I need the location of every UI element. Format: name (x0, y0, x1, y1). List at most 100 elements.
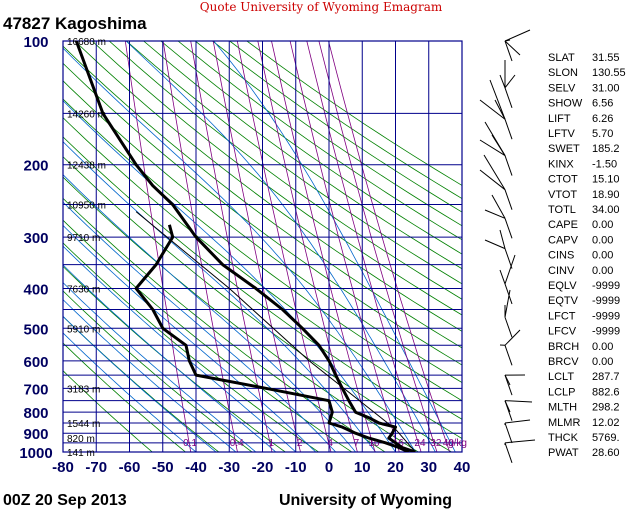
mixing-ratio-label: 24 (414, 438, 426, 449)
height-labels: 16680 m 14260 m 12438 m 10950 m 9710 m 7630 m… (67, 37, 106, 459)
dry-adiabat (63, 197, 386, 452)
wind-barb-staff (504, 155, 513, 176)
wind-barb (504, 400, 533, 403)
dewpoint-profile (134, 224, 410, 452)
wind-barb (499, 74, 506, 89)
index-value: 0.00 (592, 265, 613, 277)
mixing-ratio-label: 32 (430, 438, 442, 449)
index-value: 12.02 (592, 417, 620, 429)
index-key: EQTV (548, 295, 579, 307)
index-key: BRCV (548, 356, 579, 368)
wind-barb-staff (504, 283, 513, 305)
pressure-tick-label: 900 (23, 426, 48, 443)
index-key: CAPV (548, 234, 579, 246)
index-key: VTOT (548, 189, 577, 201)
index-value: 5.70 (592, 128, 613, 140)
index-value: 0.00 (592, 356, 613, 368)
wind-barb (479, 99, 506, 120)
temperature-tick-label: 30 (420, 459, 437, 476)
temperature-tick-label: 0 (325, 459, 333, 476)
temperature-tick-label: -30 (218, 459, 240, 476)
pressure-tick-label: 300 (23, 230, 48, 247)
index-value: -9999 (592, 295, 620, 307)
index-key: LCLP (548, 386, 576, 398)
height-label: 1544 m (67, 419, 100, 430)
mixing-ratio-label: 7 (354, 438, 360, 449)
height-label: 16680 m (67, 37, 106, 48)
index-value: -9999 (592, 280, 620, 292)
wind-barb (491, 134, 506, 156)
wind-barb (504, 40, 521, 56)
parcel-path (135, 211, 416, 452)
index-key: MLMR (548, 417, 580, 429)
wind-barb (489, 79, 506, 120)
height-label: 7630 m (67, 284, 100, 295)
index-value: 287.7 (592, 371, 620, 383)
wind-barb (484, 209, 506, 219)
pressure-tick-label: 400 (23, 281, 48, 298)
index-key: EQLV (548, 280, 577, 292)
index-value: 185.2 (592, 143, 620, 155)
station-title: 47827 Kagoshima (3, 14, 147, 33)
wind-barb-staff (504, 218, 513, 239)
wind-barb (504, 329, 521, 346)
index-key: SLAT (548, 52, 575, 64)
index-value: 6.26 (592, 113, 613, 125)
index-key: LFCT (548, 310, 576, 322)
index-value: 31.55 (592, 52, 620, 64)
wind-barb (479, 139, 506, 156)
wind-barb-staff (504, 422, 513, 444)
height-label: 820 m (67, 434, 95, 445)
pressure-tick-label: 200 (23, 158, 48, 175)
height-label: 12438 m (67, 161, 106, 172)
index-value: 0.00 (592, 234, 613, 246)
pressure-tick-label: 100 (23, 34, 48, 51)
moist-adiabat (63, 100, 396, 452)
index-key: MLTH (548, 402, 577, 414)
wind-barb-staff (504, 87, 513, 108)
index-key: SELV (548, 82, 576, 94)
height-label: 3183 m (67, 384, 100, 395)
mixing-ratio-label: 10 (368, 438, 380, 449)
index-value: 18.90 (592, 189, 620, 201)
grid (62, 40, 463, 453)
index-key: CAPE (548, 219, 578, 231)
temperature-tick-label: -10 (285, 459, 307, 476)
mixing-ratio-label: 4 (327, 438, 333, 449)
wind-barbs (479, 29, 536, 464)
index-key: KINX (548, 158, 574, 170)
wind-barb (494, 99, 506, 120)
temperature-tick-label: 40 (454, 459, 471, 476)
credit-label: University of Wyoming (279, 492, 452, 509)
index-key: LIFT (548, 113, 571, 125)
wind-barb-staff (504, 345, 513, 366)
index-value: 34.00 (592, 204, 620, 216)
pressure-tick-label: 600 (23, 354, 48, 371)
moist-adiabat (63, 141, 376, 452)
index-value: 31.00 (592, 82, 620, 94)
index-key: LFCV (548, 326, 577, 338)
index-value: 6.56 (592, 98, 613, 110)
height-label: 5910 m (67, 324, 100, 335)
wind-barb-staff (504, 248, 513, 269)
temperature-axis: -80 -70 -60 -50 -40 -30 -20 -10 0 10 20 30 40 (52, 459, 470, 476)
mixing-ratio-label: 40 (443, 438, 455, 449)
temperature-tick-label: -60 (119, 459, 141, 476)
pressure-axis: 100 200 300 400 500 600 700 800 900 1000 (19, 34, 52, 462)
mixing-ratio-label: 1 (268, 438, 274, 449)
index-key: THCK (548, 432, 579, 444)
wind-barb (499, 269, 506, 285)
temperature-tick-label: -80 (52, 459, 74, 476)
index-key: PWAT (548, 447, 579, 459)
wind-barb-staff (504, 119, 513, 140)
index-value: 0.00 (592, 219, 613, 231)
temperature-tick-label: 10 (354, 459, 371, 476)
temperature-tick-label: -70 (85, 459, 107, 476)
wind-barb-staff (504, 40, 513, 62)
index-key: BRCH (548, 341, 579, 353)
wind-barb (504, 439, 536, 444)
time-label: 00Z 20 Sep 2013 (3, 492, 127, 509)
pressure-tick-label: 800 (23, 405, 48, 422)
index-value: -9999 (592, 310, 620, 322)
index-value: 882.6 (592, 386, 620, 398)
